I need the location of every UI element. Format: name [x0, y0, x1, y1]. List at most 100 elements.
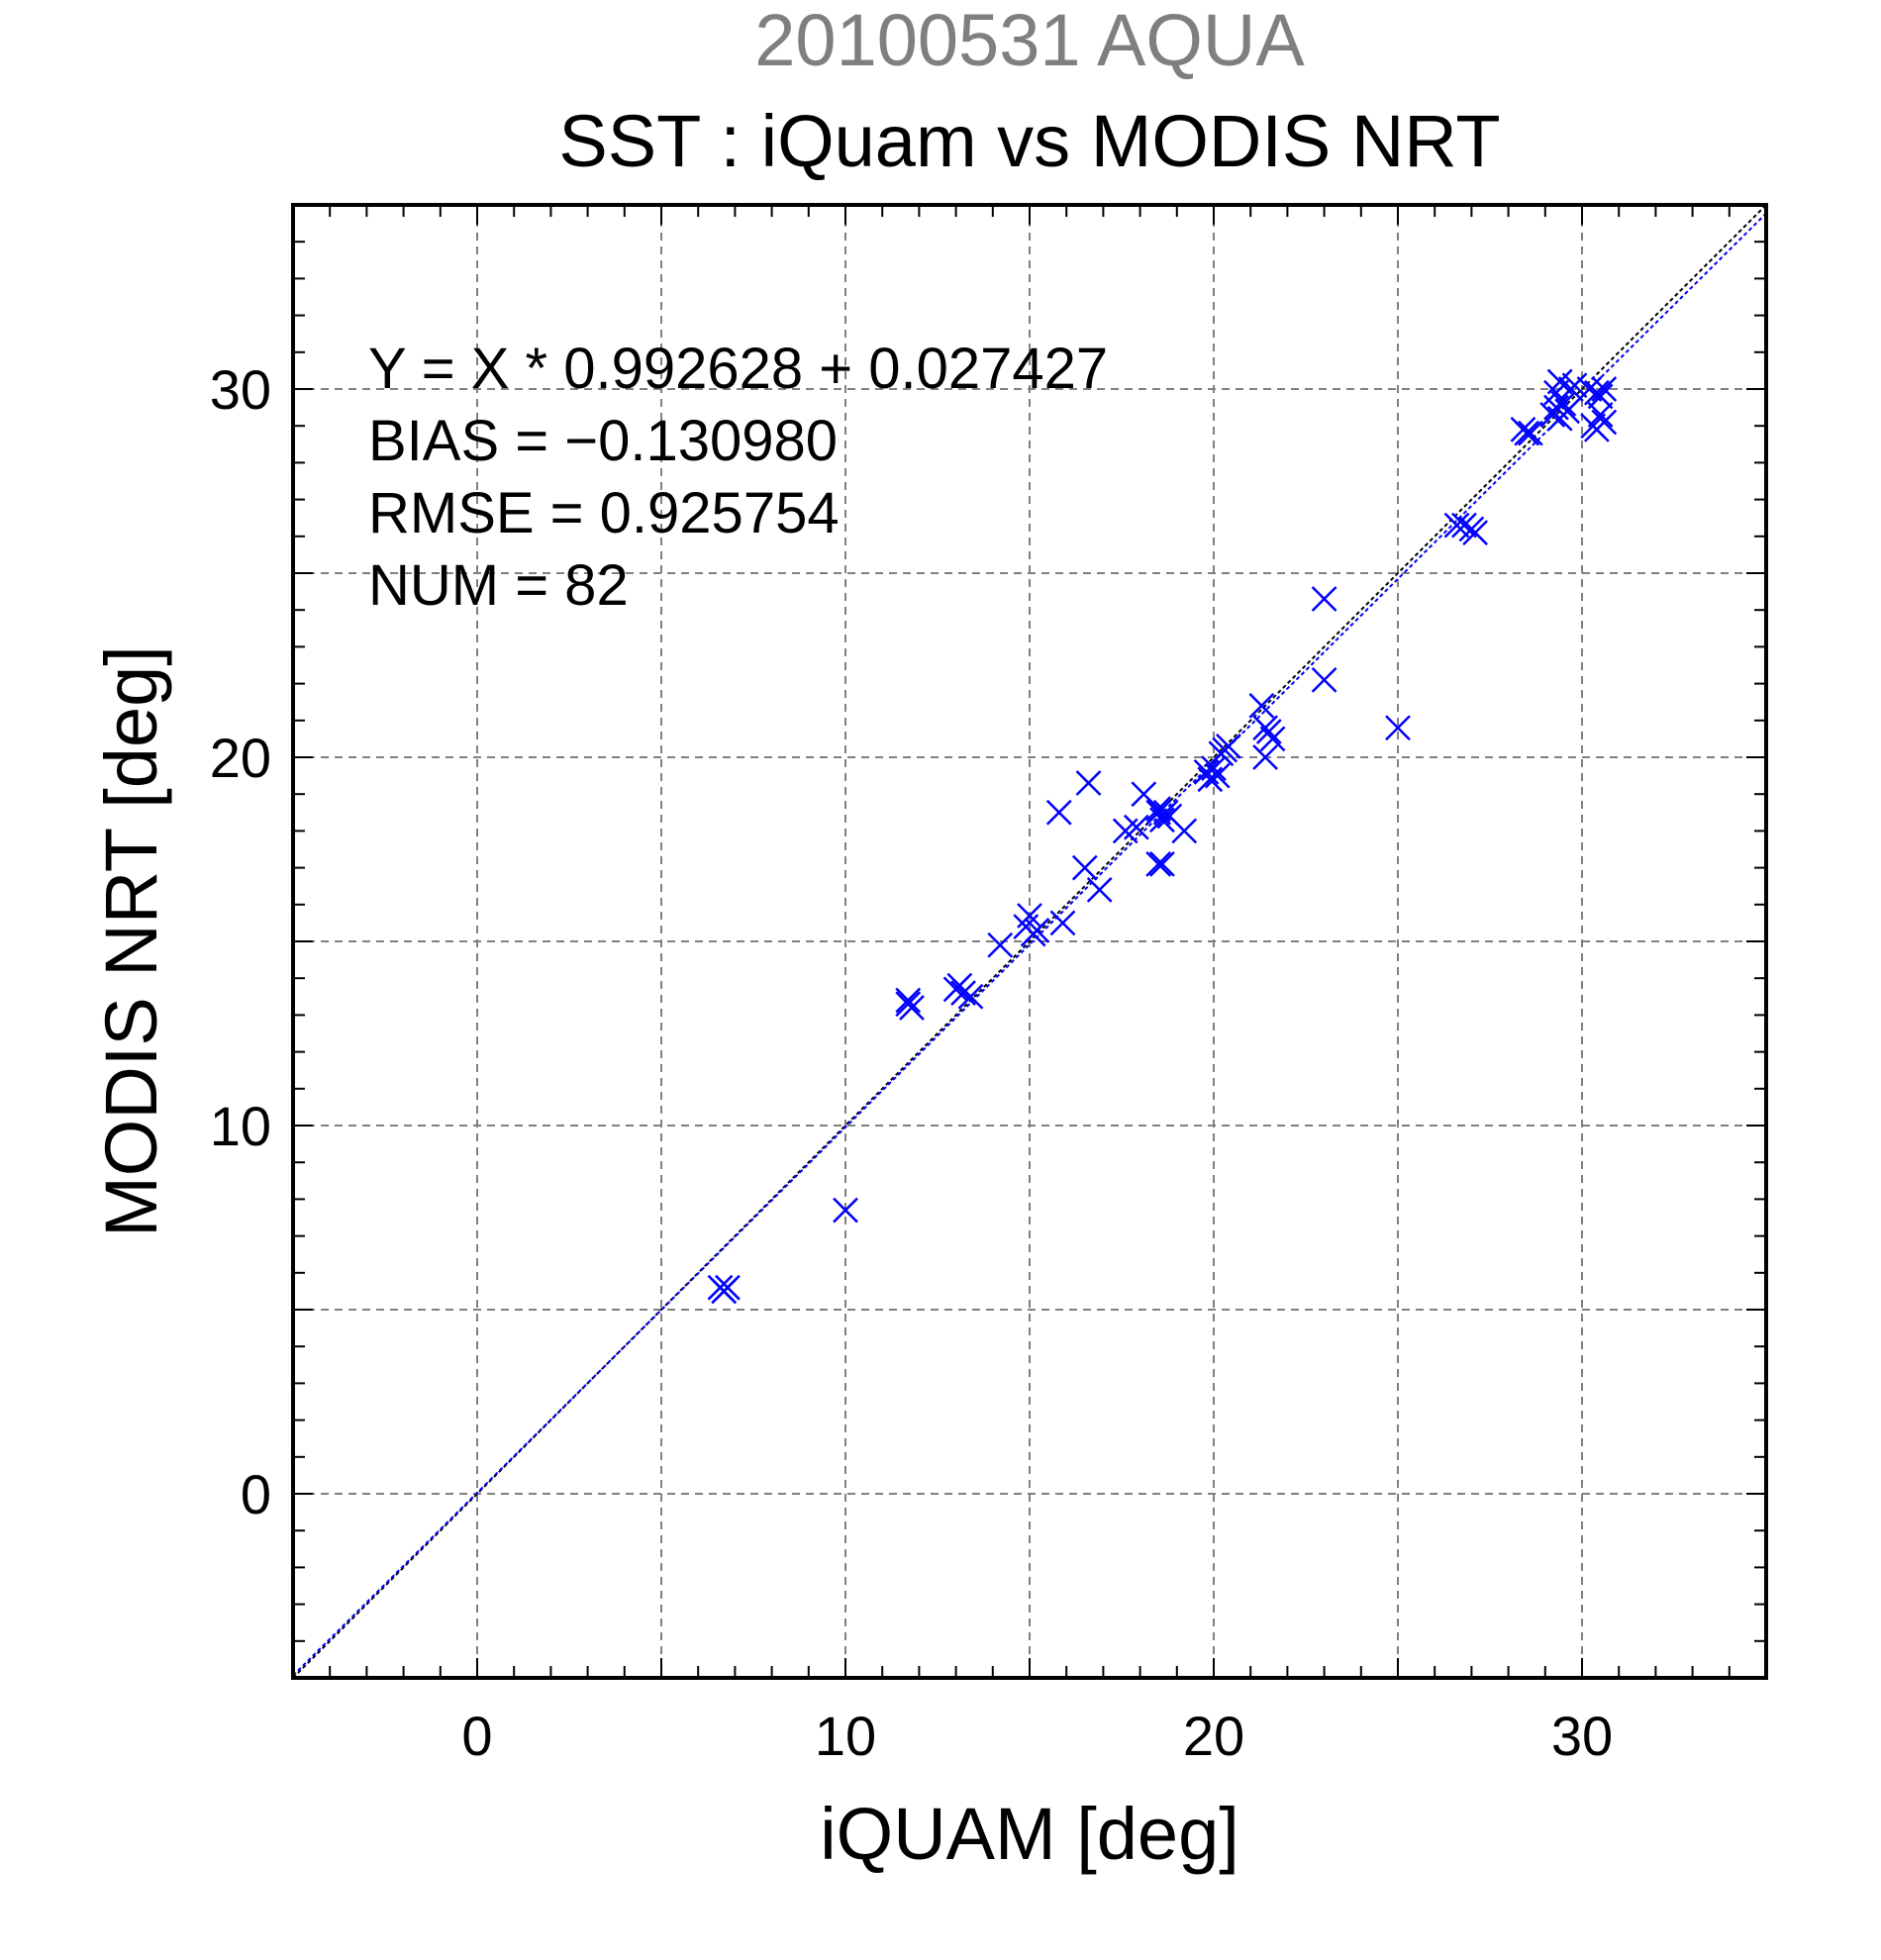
data-point — [1311, 666, 1337, 693]
data-point — [1561, 372, 1588, 399]
data-point — [833, 1197, 858, 1224]
data-point — [895, 987, 922, 1014]
data-point-stroke — [1045, 799, 1072, 826]
data-point — [899, 995, 925, 1021]
data-point — [1123, 814, 1149, 840]
y-tick-label: 10 — [210, 1095, 271, 1157]
data-point-stroke — [1550, 390, 1577, 417]
data-point — [1591, 376, 1618, 402]
data-point — [1518, 420, 1543, 446]
data-point-stroke — [1152, 799, 1179, 826]
data-point-stroke — [1149, 850, 1175, 877]
data-point-stroke — [1546, 405, 1573, 432]
data-point — [1451, 512, 1477, 539]
data-point-stroke — [1248, 693, 1275, 719]
data-point-stroke — [1086, 877, 1113, 903]
data-point-stroke — [1451, 512, 1477, 539]
data-point — [1514, 420, 1540, 446]
data-point — [1145, 796, 1172, 822]
data-point — [1591, 409, 1618, 436]
identity-line — [292, 204, 1767, 1679]
data-point-stroke — [1201, 755, 1227, 782]
data-point-stroke — [1443, 512, 1470, 539]
data-point — [1086, 877, 1113, 903]
data-point-stroke — [1561, 372, 1588, 399]
data-point-stroke — [1259, 726, 1286, 752]
data-point-stroke — [1123, 814, 1149, 840]
data-point-stroke — [1311, 666, 1337, 693]
data-point — [1252, 744, 1278, 770]
data-point — [950, 980, 976, 1006]
data-point — [1587, 402, 1614, 428]
data-point-stroke — [1591, 376, 1618, 402]
data-point — [1259, 726, 1286, 752]
data-point-stroke — [895, 987, 922, 1014]
x-tick-label: 0 — [461, 1705, 492, 1767]
data-point-stroke — [1049, 910, 1076, 936]
stat-annotation: Y = X * 0.992628 + 0.027427 — [368, 337, 1108, 401]
stat-annotation: NUM = 82 — [368, 553, 629, 618]
data-point — [1546, 405, 1573, 432]
data-point — [1443, 512, 1470, 539]
data-point-stroke — [1252, 744, 1278, 770]
data-point-stroke — [950, 980, 976, 1006]
data-point-stroke — [1193, 758, 1220, 785]
data-point — [1024, 917, 1050, 943]
data-point-stroke — [899, 995, 925, 1021]
data-point-stroke — [1204, 762, 1231, 789]
data-point-stroke — [1024, 917, 1050, 943]
data-point — [1145, 850, 1172, 877]
data-point — [1201, 755, 1227, 782]
data-point — [1385, 715, 1411, 741]
data-point — [1248, 693, 1275, 719]
data-point-stroke — [1514, 420, 1540, 446]
data-point-stroke — [1075, 770, 1102, 796]
stat-annotation: RMSE = 0.925754 — [368, 481, 840, 545]
data-point — [1149, 850, 1175, 877]
stat-annotation: BIAS = −0.130980 — [368, 409, 838, 473]
data-point — [1462, 520, 1489, 545]
data-point-stroke — [833, 1197, 858, 1224]
data-point-stroke — [1385, 715, 1411, 741]
data-point-stroke — [1145, 850, 1172, 877]
data-point — [987, 931, 1014, 958]
data-point-stroke — [711, 1278, 738, 1305]
data-point-stroke — [1311, 586, 1337, 612]
data-point — [1171, 818, 1198, 844]
data-point — [1587, 383, 1614, 410]
data-point-stroke — [1171, 818, 1198, 844]
data-point — [1311, 586, 1337, 612]
chart-title: SST : iQuam vs MODIS NRT — [558, 100, 1500, 182]
y-tick-label: 30 — [210, 358, 271, 421]
data-point-stroke — [1255, 719, 1282, 744]
data-point-stroke — [1071, 854, 1098, 881]
data-point — [1075, 770, 1102, 796]
data-point — [1546, 368, 1573, 395]
data-point — [711, 1278, 738, 1305]
y-axis-label: MODIS NRT [deg] — [90, 645, 172, 1237]
data-point — [946, 972, 973, 999]
tick-labels: 0 10 20 30 0 10 20 30 — [210, 358, 1613, 1767]
data-point-stroke — [946, 972, 973, 999]
data-point-stroke — [987, 931, 1014, 958]
data-point — [1045, 799, 1072, 826]
data-point — [1071, 854, 1098, 881]
y-tick-label: 0 — [241, 1463, 271, 1525]
data-point-stroke — [1215, 733, 1241, 759]
data-point-stroke — [1149, 807, 1175, 833]
data-point-stroke — [1131, 781, 1157, 808]
data-point — [1049, 910, 1076, 936]
plot-frame — [291, 203, 1768, 1680]
data-point — [1204, 762, 1231, 789]
data-point — [1255, 719, 1282, 744]
data-point-stroke — [1587, 402, 1614, 428]
data-point-stroke — [1587, 383, 1614, 410]
x-axis-label: iQUAM [deg] — [820, 1793, 1239, 1875]
data-point — [1215, 733, 1241, 759]
reference-line-group — [292, 204, 1767, 1679]
data-point-stroke — [1145, 796, 1172, 822]
data-point-stroke — [1462, 520, 1489, 545]
data-point — [1550, 390, 1577, 417]
data-point-stroke — [1518, 420, 1543, 446]
